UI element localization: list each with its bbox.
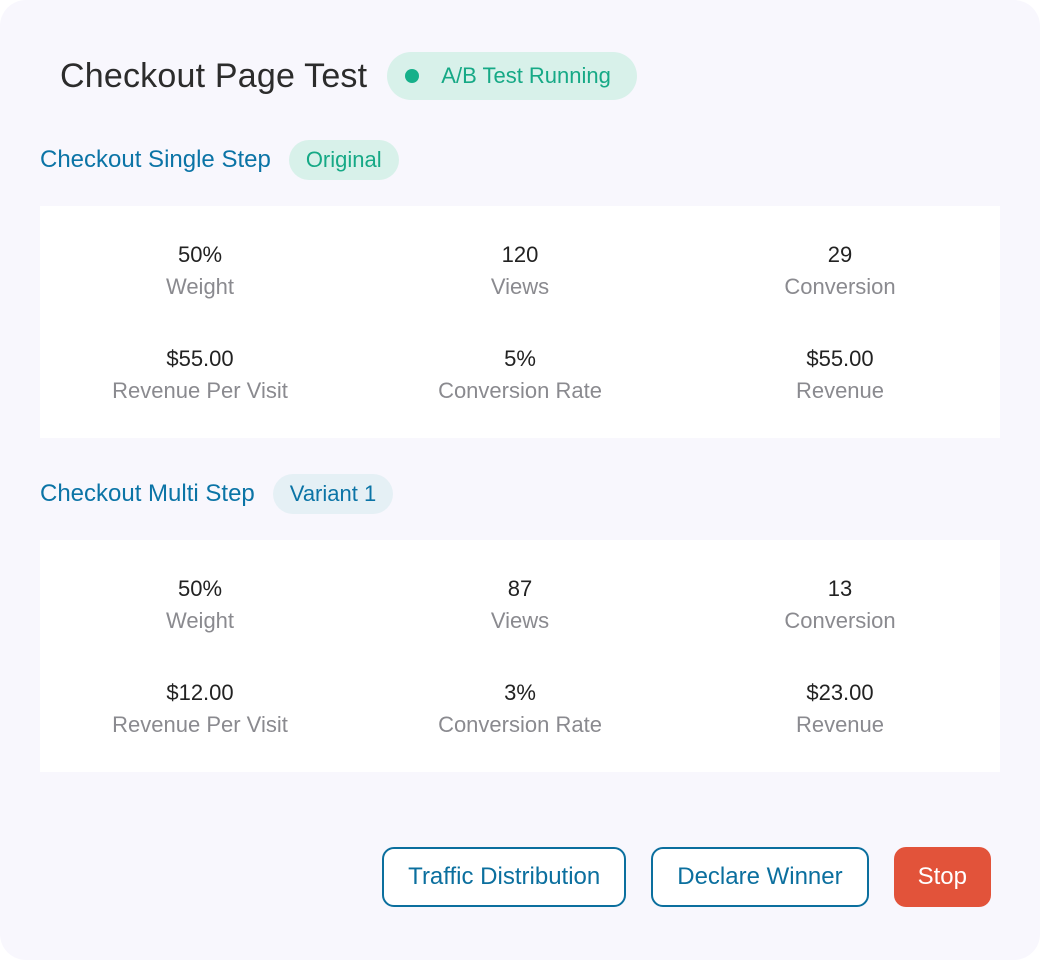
stat-conversion: 29 Conversion [680,242,1000,300]
stat-value: 120 [501,242,539,267]
stat-weight: 50% Weight [40,576,360,634]
stat-value: $23.00 [806,680,874,705]
stat-value: $55.00 [166,346,234,371]
stat-conversion-rate: 3% Conversion Rate [360,680,680,738]
stat-value: 50% [177,242,223,267]
variant-name: Checkout Multi Step [40,480,255,507]
stat-label: Conversion [784,274,896,299]
stat-value: 50% [177,576,223,601]
declare-winner-button[interactable]: Declare Winner [651,847,869,907]
stat-value: $12.00 [166,680,234,705]
stat-views: 87 Views [360,576,680,634]
stat-revenue-per-visit: $12.00 Revenue Per Visit [40,680,360,738]
variant-name: Checkout Single Step [40,146,271,173]
status-badge: A/B Test Running [387,52,637,100]
stat-value: 13 [827,576,853,601]
stat-label: Weight [165,608,235,633]
stat-label: Revenue [795,378,885,403]
stat-label: Conversion [784,608,896,633]
card-header: Checkout Page Test A/B Test Running [60,52,637,100]
original-tag: Original [288,140,399,180]
stat-revenue-per-visit: $55.00 Revenue Per Visit [40,346,360,404]
stats-panel-variant-1: 50% Weight 87 Views 13 Conversion $12.00… [40,540,1000,772]
stat-label: Revenue Per Visit [112,378,288,403]
variant-header-original: Checkout Single Step Original [40,140,399,180]
stat-conversion-rate: 5% Conversion Rate [360,346,680,404]
status-dot-icon [405,69,420,83]
stat-label: Conversion Rate [438,712,602,737]
stat-views: 120 Views [360,242,680,300]
variant-tag: Variant 1 [272,474,394,514]
stat-label: Views [490,274,550,299]
stat-value: 5% [504,346,536,371]
stat-conversion: 13 Conversion [680,576,1000,634]
stat-weight: 50% Weight [40,242,360,300]
traffic-distribution-button[interactable]: Traffic Distribution [382,847,627,907]
stat-label: Conversion Rate [438,378,602,403]
status-label: A/B Test Running [441,63,611,88]
stat-revenue: $23.00 Revenue [680,680,1000,738]
stat-revenue: $55.00 Revenue [680,346,1000,404]
stat-label: Weight [165,274,235,299]
stat-value: 29 [827,242,853,267]
stop-button[interactable]: Stop [893,847,991,907]
stat-label: Revenue Per Visit [112,712,288,737]
stats-panel-original: 50% Weight 120 Views 29 Conversion $55.0… [40,206,1000,438]
stat-value: 87 [507,576,533,601]
action-bar: Traffic Distribution Declare Winner Stop [382,847,991,907]
stat-value: $55.00 [806,346,874,371]
variant-header-variant-1: Checkout Multi Step Variant 1 [40,474,394,514]
page-title: Checkout Page Test [60,56,368,95]
stat-label: Views [490,608,550,633]
stat-label: Revenue [795,712,885,737]
stat-value: 3% [504,680,536,705]
